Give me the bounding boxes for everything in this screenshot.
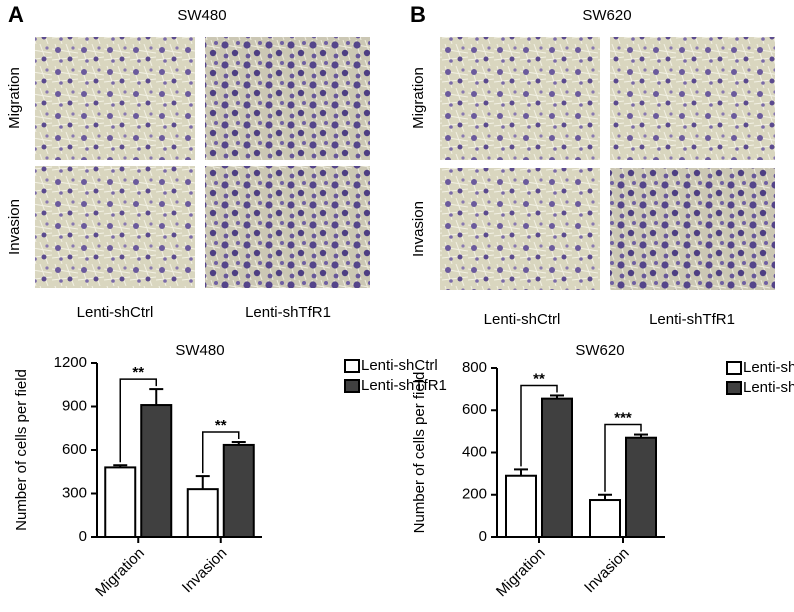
- micrograph: [35, 166, 195, 288]
- bar: [589, 499, 621, 538]
- significance-bracket: [202, 431, 240, 474]
- bar: [541, 397, 573, 538]
- bar: [186, 488, 219, 538]
- panel-label: A: [8, 2, 24, 27]
- legend-swatch: [726, 361, 742, 375]
- x-tick-label: Migration: [493, 545, 549, 601]
- legend-label: Lenti-shTfR1: [361, 377, 447, 394]
- y-tick-label: 200: [462, 486, 487, 503]
- significance-bracket: [119, 378, 157, 463]
- bar: [505, 474, 537, 538]
- bar: [625, 436, 657, 538]
- y-tick-label: 600: [462, 401, 487, 418]
- legend-label: Lenti-shTfR1: [743, 379, 794, 396]
- micrograph: [440, 168, 600, 290]
- row-label: Invasion: [6, 199, 23, 255]
- column-label: Lenti-shTfR1: [245, 304, 331, 321]
- x-tick-label: Migration: [92, 545, 148, 601]
- y-tick-label: 300: [62, 484, 87, 501]
- legend-label: Lenti-shCtrl: [743, 359, 794, 376]
- y-tick-label: 900: [62, 397, 87, 414]
- bar: [104, 466, 137, 538]
- x-tick-label: Invasion: [581, 545, 633, 597]
- y-tick-label: 0: [79, 528, 87, 545]
- legend-swatch: [344, 379, 360, 393]
- y-tick-label: 1200: [54, 354, 87, 371]
- y-tick-label: 600: [62, 441, 87, 458]
- y-tick-label: 0: [479, 528, 487, 545]
- legend-swatch: [726, 381, 742, 395]
- column-label: Lenti-shCtrl: [484, 311, 561, 328]
- significance-label: **: [533, 370, 545, 387]
- micrograph: [610, 37, 775, 160]
- y-tick-label: 800: [462, 359, 487, 376]
- legend-label: Lenti-shCtrl: [361, 357, 438, 374]
- column-label: Lenti-shCtrl: [77, 304, 154, 321]
- chart-title: SW620: [575, 342, 624, 359]
- x-tick-label: Invasion: [179, 545, 231, 597]
- micrograph: [205, 166, 370, 288]
- micrograph: [440, 37, 600, 160]
- significance-label: **: [215, 417, 227, 434]
- y-axis-label: Number of cells per field: [411, 372, 428, 534]
- chart-title: SW480: [175, 342, 224, 359]
- y-tick-label: 400: [462, 443, 487, 460]
- row-label: Migration: [6, 67, 23, 129]
- row-label: Migration: [410, 67, 427, 129]
- column-label: Lenti-shTfR1: [649, 311, 735, 328]
- row-label: Invasion: [410, 201, 427, 257]
- significance-label: **: [132, 364, 144, 381]
- y-axis-label: Number of cells per field: [13, 369, 30, 531]
- panel-title: SW480: [177, 7, 226, 24]
- bar: [222, 443, 255, 538]
- micrograph: [205, 37, 370, 160]
- significance-bracket: [520, 384, 558, 467]
- bar: [140, 404, 173, 538]
- micrograph: [610, 168, 775, 290]
- panel-label: B: [410, 2, 426, 27]
- significance-label: ***: [614, 410, 632, 427]
- panel-title: SW620: [582, 7, 631, 24]
- significance-bracket: [604, 423, 642, 492]
- legend-swatch: [344, 359, 360, 373]
- micrograph: [35, 37, 195, 160]
